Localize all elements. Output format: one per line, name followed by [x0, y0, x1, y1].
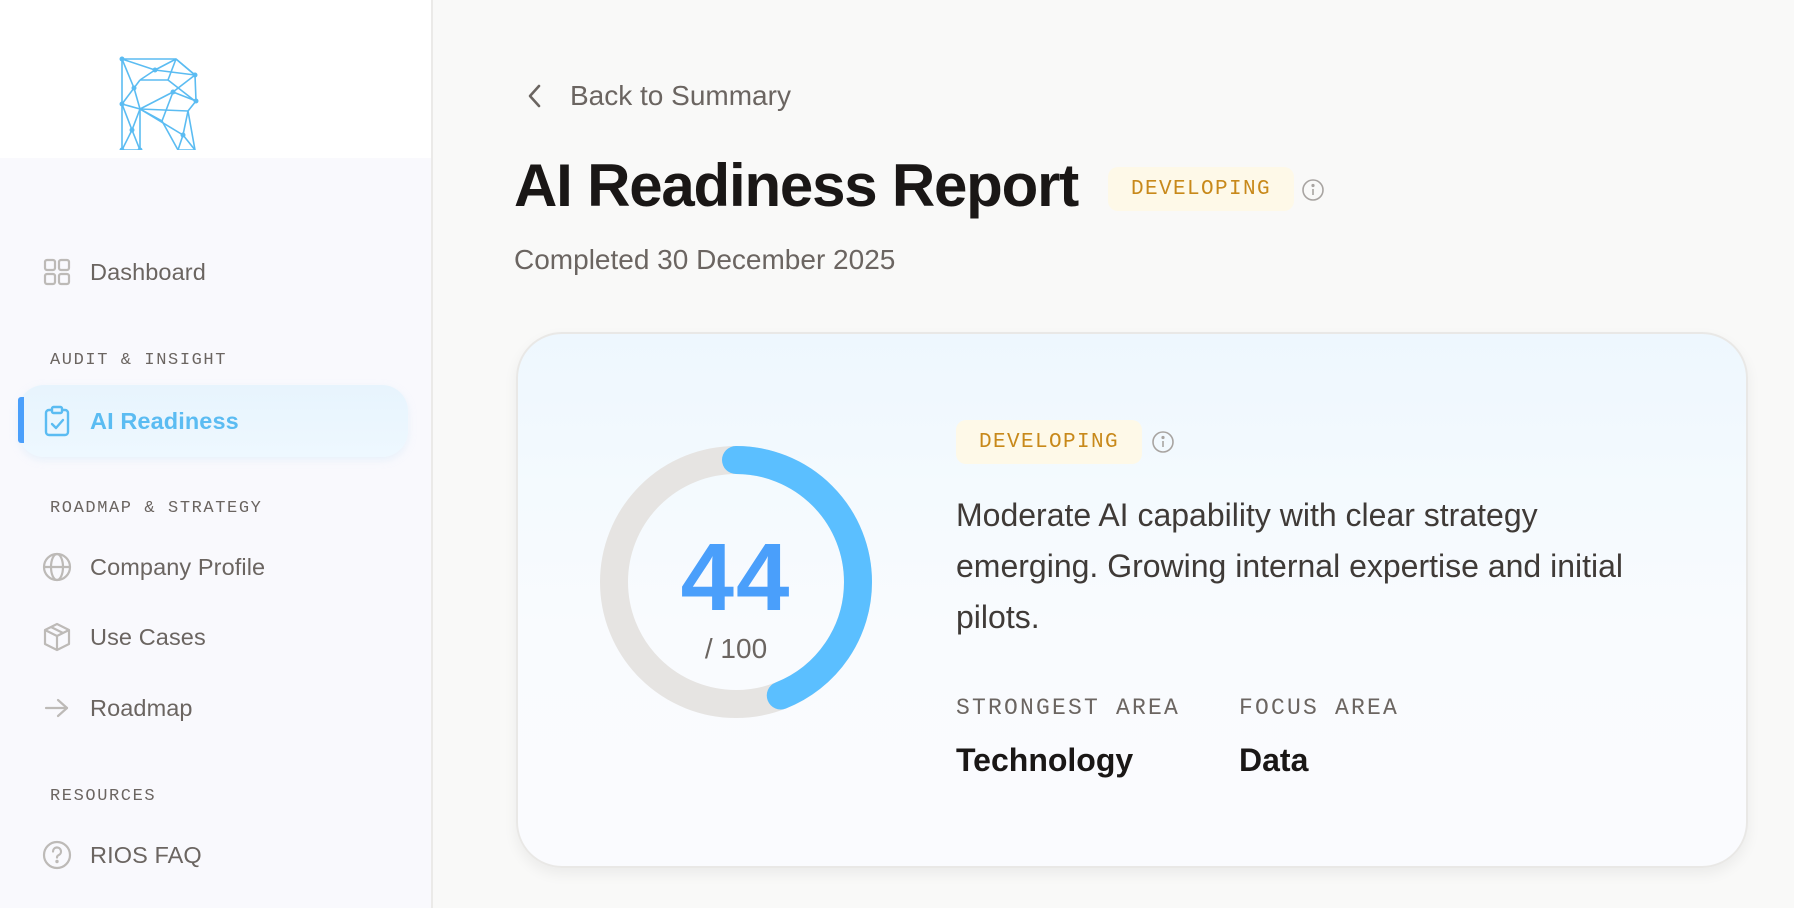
- rios-logo-icon[interactable]: [118, 55, 204, 150]
- arrow-right-icon: [42, 693, 72, 723]
- globe-icon: [42, 552, 72, 582]
- chevron-left-icon: [520, 81, 550, 111]
- sidebar-item-rios-faq[interactable]: RIOS FAQ: [18, 825, 408, 885]
- back-label: Back to Summary: [570, 80, 791, 111]
- strongest-area-value: Technology: [956, 742, 1134, 778]
- logo-band-lower: [0, 80, 431, 158]
- score-ring: [600, 446, 872, 718]
- logo-band: [0, 0, 431, 80]
- sidebar-item-roadmap[interactable]: Roadmap: [18, 678, 408, 738]
- back-to-summary-link[interactable]: Back to Summary: [520, 76, 791, 116]
- sidebar-item-label: Dashboard: [90, 258, 206, 285]
- card-status-badge: DEVELOPING: [956, 420, 1142, 464]
- question-circle-icon: [42, 840, 72, 870]
- completed-date: Completed 30 December 2025: [514, 244, 896, 275]
- section-label-resources: RESOURCES: [50, 787, 157, 806]
- score-value: 44: [680, 524, 792, 631]
- info-icon[interactable]: [1151, 430, 1175, 454]
- clipboard-check-icon: [42, 405, 72, 437]
- info-icon[interactable]: [1301, 178, 1325, 202]
- active-indicator: [18, 397, 24, 443]
- sidebar-item-label: RIOS FAQ: [90, 841, 202, 868]
- sidebar-item-company-profile[interactable]: Company Profile: [18, 537, 408, 597]
- sidebar: Dashboard AUDIT & INSIGHT AI Readiness R…: [0, 0, 433, 908]
- sidebar-item-ai-readiness[interactable]: AI Readiness: [18, 385, 408, 457]
- box-icon: [42, 622, 72, 652]
- score-description: Moderate AI capability with clear strate…: [956, 497, 1624, 635]
- score-max: / 100: [704, 633, 768, 664]
- section-label-roadmap: ROADMAP & STRATEGY: [50, 499, 263, 518]
- section-label-audit: AUDIT & INSIGHT: [50, 351, 228, 370]
- sidebar-item-label: Roadmap: [90, 694, 193, 721]
- grid-icon: [42, 257, 72, 287]
- page-title: AI Readiness Report: [514, 152, 1079, 219]
- focus-area-value: Data: [1239, 742, 1309, 778]
- sidebar-item-use-cases[interactable]: Use Cases: [18, 607, 408, 667]
- sidebar-item-label: Company Profile: [90, 553, 266, 580]
- status-badge: DEVELOPING: [1108, 167, 1294, 211]
- sidebar-item-label: AI Readiness: [90, 407, 239, 434]
- focus-area-label: FOCUS AREA: [1239, 695, 1400, 721]
- sidebar-item-label: Use Cases: [90, 623, 206, 650]
- sidebar-item-dashboard[interactable]: Dashboard: [18, 242, 408, 302]
- strongest-area-label: STRONGEST AREA: [956, 695, 1181, 721]
